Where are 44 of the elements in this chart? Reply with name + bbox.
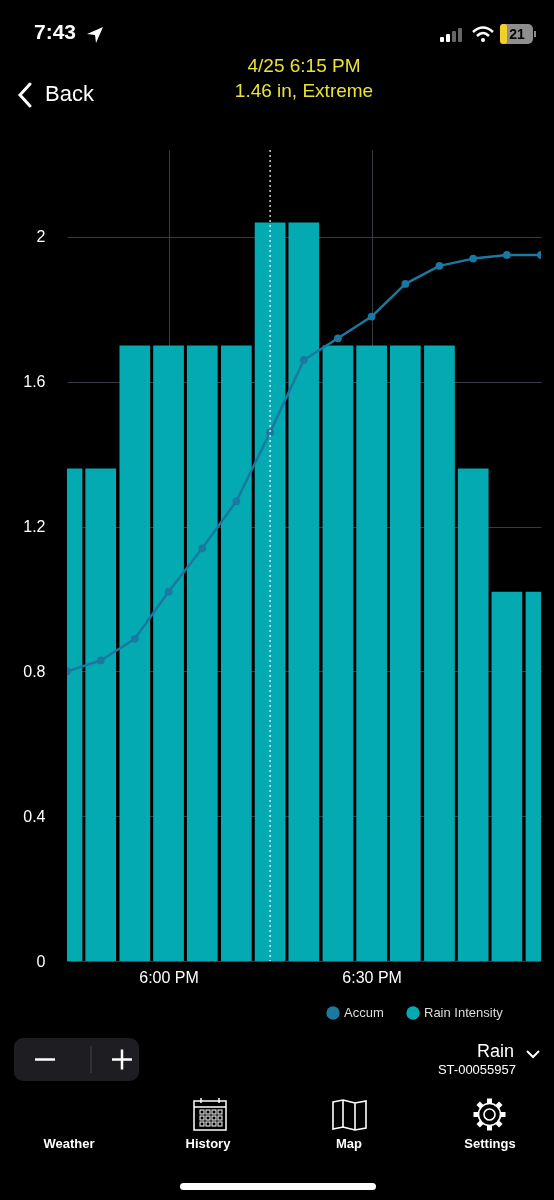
bar: [221, 345, 252, 961]
text: Map: [336, 1136, 362, 1151]
bar: [389, 345, 421, 961]
y-tick-label: 0.8: [23, 662, 46, 680]
point: [401, 280, 410, 288]
y-tick-label: 1.2: [23, 518, 46, 536]
y-tick-label: 0.4: [23, 807, 46, 825]
text: ST-00055957: [437, 1062, 516, 1077]
bar: [186, 345, 218, 961]
text: Back: [45, 81, 94, 107]
bar: [153, 345, 184, 961]
bar: [424, 345, 455, 961]
point: [96, 656, 105, 665]
point: [367, 312, 376, 321]
point: [435, 261, 444, 270]
x-tick-label: 6:00 PM: [139, 968, 199, 986]
y-tick-label: 2: [36, 228, 46, 246]
bar: [322, 345, 354, 961]
point: [503, 251, 511, 259]
point: [232, 497, 241, 506]
text: Settings: [464, 1136, 516, 1151]
text: Weather: [43, 1136, 95, 1151]
text: 7:43: [34, 20, 77, 44]
point: [198, 544, 207, 553]
bar: [119, 345, 151, 961]
bar: [457, 468, 489, 961]
y-tick-label: 1.6: [23, 373, 46, 391]
text: History: [185, 1136, 231, 1151]
point: [469, 254, 478, 263]
text: Rain: [476, 1041, 514, 1062]
point: [299, 356, 308, 364]
legend-label: Accum: [344, 1005, 384, 1020]
chart-title: 4/25 6:15 PM: [247, 55, 361, 77]
legend-label: Rain Intensity: [424, 1005, 504, 1020]
point: [334, 334, 342, 343]
chart-subtitle: 1.46 in, Extreme: [234, 80, 374, 102]
x-tick-label: 6:30 PM: [342, 968, 402, 986]
text: 21: [509, 26, 525, 42]
y-tick-label: 0: [36, 952, 46, 970]
point: [130, 634, 139, 643]
bar: [356, 345, 387, 961]
point: [164, 587, 173, 596]
bar: [254, 222, 286, 961]
bar: [288, 222, 320, 961]
